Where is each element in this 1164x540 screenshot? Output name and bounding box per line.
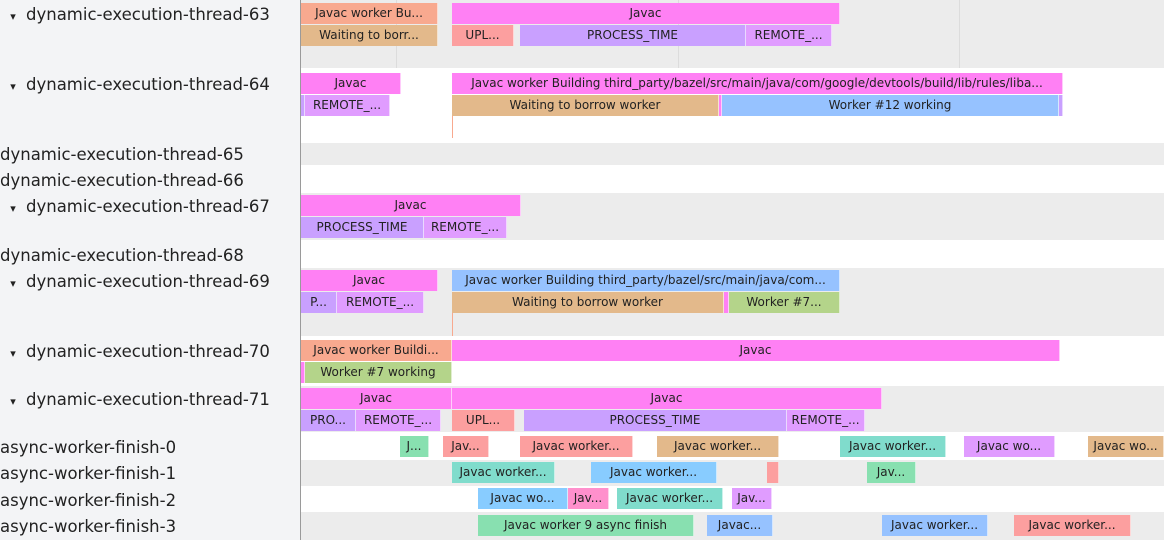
trace-slice[interactable]: Javac worker Buildi...	[301, 340, 452, 361]
trace-slice[interactable]: PROCESS_TIME	[520, 25, 746, 46]
trace-slice[interactable]	[1059, 95, 1063, 116]
trace-slice[interactable]: Javac	[301, 73, 401, 94]
trace-slice[interactable]: Javac worker...	[617, 488, 723, 509]
trace-slice[interactable]: Worker #7 working	[305, 362, 452, 383]
track-name: dynamic-execution-thread-66	[0, 171, 244, 190]
trace-slice[interactable]: Waiting to borrow worker	[452, 95, 719, 116]
track-row	[301, 460, 1164, 486]
trace-slice[interactable]: Jav...	[732, 488, 772, 509]
trace-slice[interactable]: Jav...	[568, 488, 609, 509]
track-name: dynamic-execution-thread-64	[26, 75, 270, 94]
trace-slice[interactable]: REMOTE_...	[787, 410, 865, 431]
trace-slice[interactable]: Javac worker...	[1014, 515, 1131, 536]
trace-slice[interactable]: J...	[400, 436, 429, 457]
track-label[interactable]: async-worker-finish-1	[0, 464, 176, 484]
trace-slice[interactable]: P...	[301, 292, 337, 313]
triangle-down-icon[interactable]: ▾	[10, 80, 16, 93]
triangle-down-icon[interactable]: ▾	[10, 277, 16, 290]
trace-slice[interactable]: Javac worker Bu...	[301, 3, 438, 24]
flow-marker	[452, 313, 453, 336]
trace-slice[interactable]: Javac worker...	[452, 462, 555, 483]
track-label[interactable]: ▾ dynamic-execution-thread-64	[0, 75, 270, 97]
track-label[interactable]: ▾ dynamic-execution-thread-63	[0, 5, 270, 27]
track-label[interactable]: ▾ dynamic-execution-thread-71	[0, 390, 270, 412]
trace-slice[interactable]: Worker #7...	[729, 292, 840, 313]
trace-slice[interactable]: Waiting to borr...	[301, 25, 438, 46]
trace-slice[interactable]: REMOTE_...	[424, 217, 507, 238]
triangle-down-icon[interactable]: ▾	[10, 347, 16, 360]
timeline-tracks[interactable]: Javac worker Bu... Javac Waiting to borr..…	[301, 0, 1164, 540]
trace-slice[interactable]: Javac	[301, 270, 438, 291]
trace-slice[interactable]: Javac worker...	[882, 515, 988, 536]
trace-slice[interactable]: Javac	[452, 3, 840, 24]
track-label[interactable]: dynamic-execution-thread-65	[0, 145, 244, 165]
trace-slice[interactable]: Javac	[452, 388, 882, 409]
trace-slice[interactable]: Jav...	[867, 462, 916, 483]
trace-slice[interactable]: REMOTE_...	[337, 292, 424, 313]
track-name: dynamic-execution-thread-63	[26, 5, 270, 24]
track-name: dynamic-execution-thread-67	[26, 197, 270, 216]
trace-slice[interactable]: Javac worker Building third_party/bazel/…	[452, 270, 840, 291]
track-label[interactable]: async-worker-finish-3	[0, 517, 176, 537]
track-name: async-worker-finish-1	[0, 464, 177, 483]
trace-slice[interactable]: Javac worker...	[520, 436, 633, 457]
trace-slice[interactable]	[301, 362, 305, 383]
track-label[interactable]: dynamic-execution-thread-68	[0, 246, 244, 266]
track-name: dynamic-execution-thread-68	[0, 246, 244, 265]
trace-slice[interactable]: PROCESS_TIME	[301, 217, 424, 238]
track-name: async-worker-finish-3	[0, 517, 177, 536]
trace-slice[interactable]: Javac	[301, 388, 452, 409]
track-name: dynamic-execution-thread-70	[26, 342, 270, 361]
trace-slice[interactable]: Javac	[301, 195, 521, 216]
track-row	[301, 240, 1164, 268]
trace-slice[interactable]: Javac worker...	[591, 462, 717, 483]
trace-slice[interactable]: REMOTE_...	[746, 25, 832, 46]
trace-slice[interactable]: Javac...	[707, 515, 773, 536]
trace-slice[interactable]	[724, 292, 729, 313]
trace-slice[interactable]: Jav...	[443, 436, 489, 457]
track-label[interactable]: dynamic-execution-thread-66	[0, 171, 244, 191]
trace-slice[interactable]: UPL...	[452, 410, 515, 431]
trace-slice[interactable]: PRO...	[301, 410, 356, 431]
track-name: dynamic-execution-thread-71	[26, 390, 270, 409]
flow-marker	[452, 116, 453, 138]
track-name: dynamic-execution-thread-65	[0, 145, 244, 164]
track-name: dynamic-execution-thread-69	[26, 272, 270, 291]
track-name: async-worker-finish-0	[0, 438, 177, 457]
track-label[interactable]: ▾ dynamic-execution-thread-67	[0, 197, 270, 219]
trace-slice[interactable]: Worker #12 working	[722, 95, 1059, 116]
track-label[interactable]: async-worker-finish-0	[0, 438, 176, 458]
track-row	[301, 165, 1164, 193]
track-name: async-worker-finish-2	[0, 491, 177, 510]
trace-slice[interactable]: Javac worker...	[840, 436, 946, 457]
trace-slice[interactable]: Javac worker Building third_party/bazel/…	[452, 73, 1063, 94]
trace-slice[interactable]: Javac worker...	[657, 436, 779, 457]
trace-slice[interactable]: PROCESS_TIME	[524, 410, 787, 431]
trace-slice[interactable]: Javac wo...	[1088, 436, 1164, 457]
track-row	[301, 143, 1164, 165]
trace-slice[interactable]	[301, 95, 305, 116]
triangle-down-icon[interactable]: ▾	[10, 10, 16, 23]
trace-slice[interactable]: Waiting to borrow worker	[452, 292, 724, 313]
trace-slice[interactable]: Javac wo...	[964, 436, 1055, 457]
triangle-down-icon[interactable]: ▾	[10, 202, 16, 215]
trace-slice[interactable]	[767, 462, 779, 483]
track-label[interactable]: ▾ dynamic-execution-thread-70	[0, 342, 270, 364]
track-labels-panel: ▾ dynamic-execution-thread-63 ▾ dynamic-exe…	[0, 0, 301, 540]
trace-slice[interactable]: UPL...	[452, 25, 514, 46]
trace-slice[interactable]: Javac wo...	[478, 488, 568, 509]
track-label[interactable]: ▾ dynamic-execution-thread-69	[0, 272, 270, 294]
trace-slice[interactable]	[719, 95, 722, 116]
trace-slice[interactable]: Javac	[452, 340, 1060, 361]
triangle-down-icon[interactable]: ▾	[10, 395, 16, 408]
track-label[interactable]: async-worker-finish-2	[0, 491, 176, 511]
trace-slice[interactable]: Javac worker 9 async finish	[478, 515, 694, 536]
trace-slice[interactable]: REMOTE_...	[305, 95, 390, 116]
trace-slice[interactable]: REMOTE_...	[356, 410, 441, 431]
